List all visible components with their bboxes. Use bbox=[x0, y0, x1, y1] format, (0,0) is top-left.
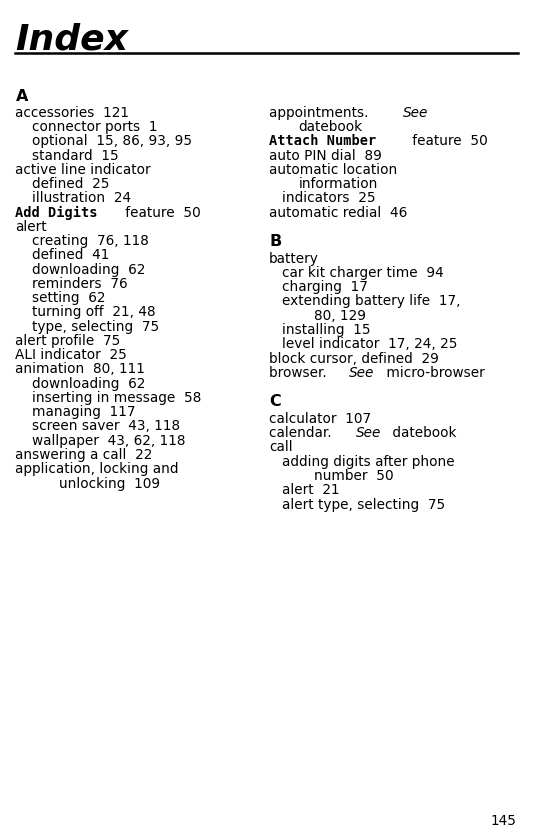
Text: level indicator  17, 24, 25: level indicator 17, 24, 25 bbox=[282, 337, 458, 352]
Text: accessories  121: accessories 121 bbox=[15, 106, 129, 120]
Text: standard  15: standard 15 bbox=[32, 149, 119, 163]
Text: browser.: browser. bbox=[269, 366, 332, 380]
Text: setting  62: setting 62 bbox=[32, 291, 106, 305]
Text: datebook: datebook bbox=[298, 120, 362, 134]
Text: adding digits after phone: adding digits after phone bbox=[282, 455, 455, 469]
Text: defined  25: defined 25 bbox=[32, 177, 109, 191]
Text: type, selecting  75: type, selecting 75 bbox=[32, 320, 159, 334]
Text: Attach Number: Attach Number bbox=[269, 134, 376, 149]
Text: ALI indicator  25: ALI indicator 25 bbox=[15, 348, 127, 362]
Text: A: A bbox=[16, 89, 28, 104]
Text: managing  117: managing 117 bbox=[32, 405, 135, 420]
Text: animation  80, 111: animation 80, 111 bbox=[15, 362, 145, 377]
Text: automatic redial  46: automatic redial 46 bbox=[269, 206, 407, 220]
Text: auto PIN dial  89: auto PIN dial 89 bbox=[269, 149, 382, 163]
Text: 80, 129: 80, 129 bbox=[314, 309, 367, 323]
Text: connector ports  1: connector ports 1 bbox=[32, 120, 157, 134]
Text: See: See bbox=[356, 426, 381, 440]
Text: B: B bbox=[269, 234, 281, 249]
Text: defined  41: defined 41 bbox=[32, 248, 109, 263]
Text: alert: alert bbox=[15, 220, 46, 234]
Text: alert profile  75: alert profile 75 bbox=[15, 334, 120, 348]
Text: indicators  25: indicators 25 bbox=[282, 191, 376, 206]
Text: extending battery life  17,: extending battery life 17, bbox=[282, 294, 461, 309]
Text: number  50: number 50 bbox=[314, 469, 394, 483]
Text: wallpaper  43, 62, 118: wallpaper 43, 62, 118 bbox=[32, 434, 185, 448]
Text: downloading  62: downloading 62 bbox=[32, 377, 146, 391]
Text: battery: battery bbox=[269, 252, 319, 266]
Text: datebook: datebook bbox=[389, 426, 457, 440]
Text: calendar.: calendar. bbox=[269, 426, 336, 440]
Text: feature  50: feature 50 bbox=[408, 134, 487, 149]
Text: inserting in message  58: inserting in message 58 bbox=[32, 391, 201, 405]
Text: active line indicator: active line indicator bbox=[15, 163, 150, 177]
Text: alert  21: alert 21 bbox=[282, 483, 340, 498]
Text: automatic location: automatic location bbox=[269, 163, 398, 177]
Text: C: C bbox=[269, 394, 281, 409]
Text: answering a call  22: answering a call 22 bbox=[15, 448, 152, 462]
Text: 145: 145 bbox=[491, 814, 517, 828]
Text: information: information bbox=[298, 177, 378, 191]
Text: appointments.: appointments. bbox=[269, 106, 373, 120]
Text: optional  15, 86, 93, 95: optional 15, 86, 93, 95 bbox=[32, 134, 192, 149]
Text: feature  50: feature 50 bbox=[122, 206, 201, 220]
Text: car kit charger time  94: car kit charger time 94 bbox=[282, 266, 444, 280]
Text: Index: Index bbox=[15, 23, 128, 57]
Text: call: call bbox=[269, 440, 293, 455]
Text: downloading  62: downloading 62 bbox=[32, 263, 146, 277]
Text: block cursor, defined  29: block cursor, defined 29 bbox=[269, 352, 439, 366]
Text: unlocking  109: unlocking 109 bbox=[59, 477, 160, 491]
Text: turning off  21, 48: turning off 21, 48 bbox=[32, 305, 156, 320]
Text: illustration  24: illustration 24 bbox=[32, 191, 131, 206]
Text: alert type, selecting  75: alert type, selecting 75 bbox=[282, 498, 446, 512]
Text: screen saver  43, 118: screen saver 43, 118 bbox=[32, 420, 180, 434]
Text: application, locking and: application, locking and bbox=[15, 462, 179, 477]
Text: Add Digits: Add Digits bbox=[15, 206, 98, 220]
Text: See: See bbox=[349, 366, 375, 380]
Text: charging  17: charging 17 bbox=[282, 280, 368, 294]
Text: See: See bbox=[403, 106, 429, 120]
Text: reminders  76: reminders 76 bbox=[32, 277, 127, 291]
Text: installing  15: installing 15 bbox=[282, 323, 371, 337]
Text: micro-browser: micro-browser bbox=[382, 366, 485, 380]
Text: creating  76, 118: creating 76, 118 bbox=[32, 234, 149, 248]
Text: calculator  107: calculator 107 bbox=[269, 412, 372, 426]
